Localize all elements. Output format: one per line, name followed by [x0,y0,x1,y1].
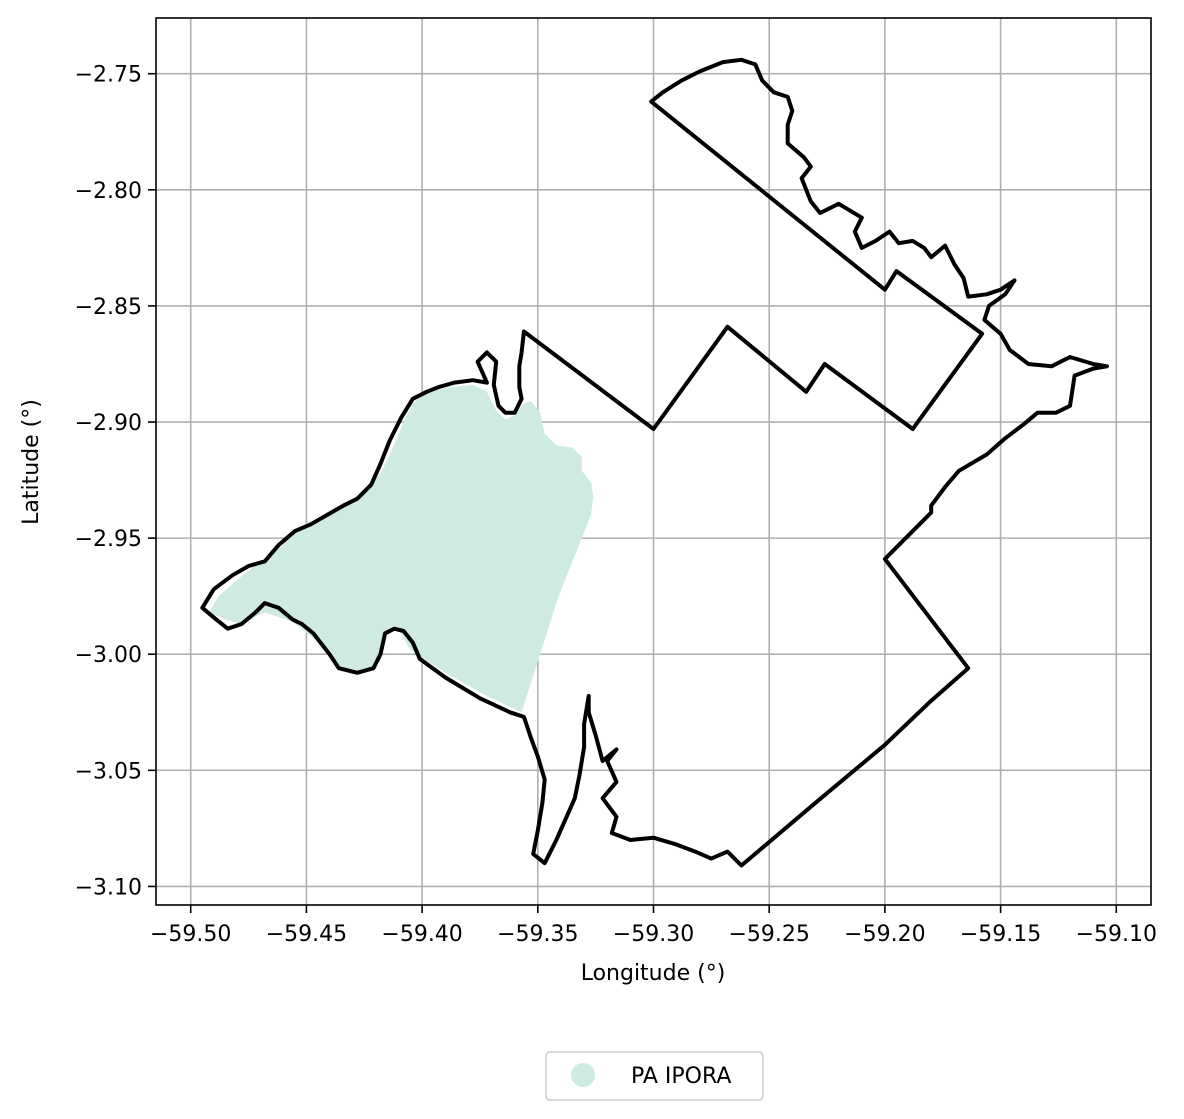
boundary-layer [200,57,1109,868]
x-tick-label: −59.30 [613,922,694,947]
legend: PA IPORA [545,1051,764,1101]
x-tick-label: −59.40 [381,922,462,947]
x-tick-label: −59.15 [960,922,1041,947]
legend-label: PA IPORA [631,1064,731,1089]
grid-lines [156,18,1151,905]
y-tick-label: −3.05 [75,759,142,784]
x-axis-title: Longitude (°) [581,961,726,986]
x-tick-label: −59.45 [266,922,347,947]
y-axis-title: Latitude (°) [19,399,44,525]
y-tick-label: −2.75 [75,63,142,88]
legend-marker [571,1063,595,1087]
x-tick-label: −59.50 [150,922,231,947]
y-tick-label: −2.85 [75,295,142,320]
area-polygon-pa-ipora [209,384,594,713]
x-tick-label: −59.25 [728,922,809,947]
x-tick-label: −59.35 [497,922,578,947]
legend-box [545,1051,764,1101]
y-tick-label: −2.90 [75,411,142,436]
y-tick-label: −2.95 [75,527,142,552]
x-tick-label: −59.10 [1076,922,1157,947]
area-layer [209,384,594,713]
boundary-outline [200,57,1109,868]
y-axis-ticks: −2.75 −2.80 −2.85 −2.90 −2.95 −3.00 −3.05 −3.10 [75,63,156,900]
y-tick-label: −3.00 [75,643,142,668]
y-tick-label: −3.10 [75,875,142,900]
y-tick-label: −2.80 [75,179,142,204]
x-axis-ticks: −59.50 −59.45 −59.40 −59.35 −59.30 −59.25 −59.… [150,905,1157,947]
x-tick-label: −59.20 [844,922,925,947]
